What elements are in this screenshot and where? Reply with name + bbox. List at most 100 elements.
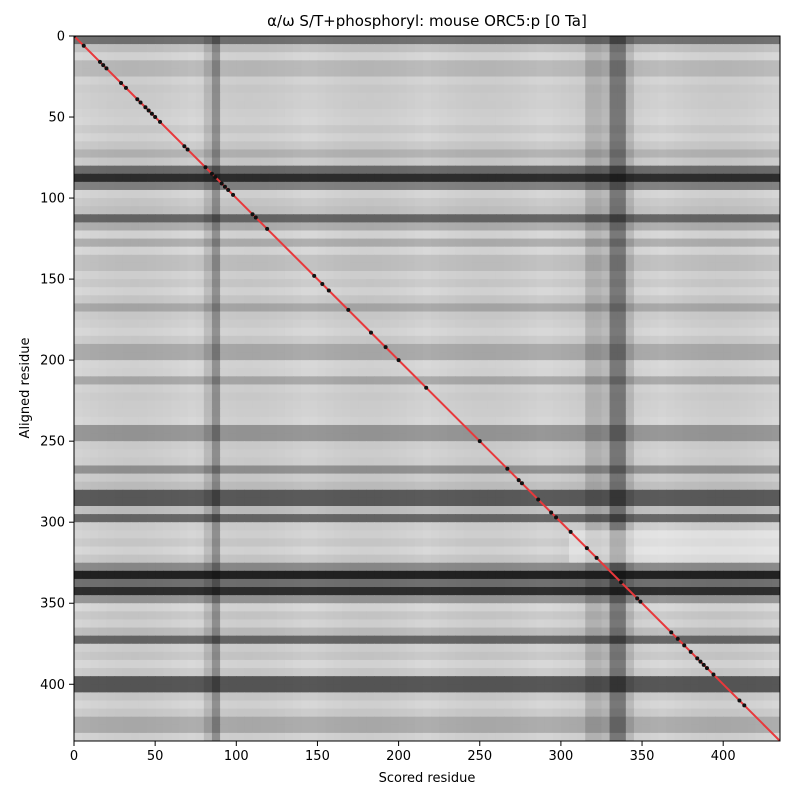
heatmap-cell xyxy=(422,271,432,280)
heatmap-cell xyxy=(398,44,408,53)
heatmap-cell xyxy=(577,92,586,102)
heatmap-cell xyxy=(690,384,700,394)
heatmap-cell xyxy=(487,246,497,256)
heatmap-cell xyxy=(706,198,716,207)
heatmap-cell xyxy=(674,68,684,78)
heatmap-cell xyxy=(536,352,546,361)
heatmap-cell xyxy=(414,222,424,232)
heatmap-cell xyxy=(276,117,286,126)
heatmap-cell xyxy=(698,238,708,248)
heatmap-cell xyxy=(187,36,197,45)
heatmap-cell xyxy=(252,279,262,288)
heatmap-cell xyxy=(398,368,408,377)
heatmap-cell xyxy=(374,36,383,45)
heatmap-cell xyxy=(228,92,237,102)
heatmap-cell xyxy=(577,230,586,240)
heatmap-cell xyxy=(187,230,197,240)
heatmap-cell xyxy=(236,141,246,151)
heatmap-cell xyxy=(90,343,99,353)
heatmap-cell xyxy=(309,181,319,191)
heatmap-cell xyxy=(406,165,416,175)
heatmap-cell xyxy=(487,473,497,483)
heatmap-cell xyxy=(650,465,659,475)
heatmap-cell xyxy=(317,408,327,418)
heatmap-cell xyxy=(236,76,246,86)
heatmap-cell xyxy=(309,303,319,313)
heatmap-cell xyxy=(252,238,262,248)
heatmap-cell xyxy=(406,408,416,418)
heatmap-cell xyxy=(739,100,749,110)
heatmap-cell xyxy=(585,449,594,458)
heatmap-cell xyxy=(98,92,108,102)
heatmap-cell xyxy=(155,408,164,418)
heatmap-cell xyxy=(674,246,684,256)
heatmap-cell xyxy=(406,238,416,248)
heatmap-cell xyxy=(293,44,302,53)
heatmap-cell xyxy=(658,262,667,272)
heatmap-cell xyxy=(463,238,473,248)
heatmap-cell xyxy=(674,473,684,483)
heatmap-cell xyxy=(520,271,530,280)
heatmap-cell xyxy=(682,473,692,483)
heatmap-cell xyxy=(528,246,538,256)
heatmap-cell xyxy=(747,457,757,467)
heatmap-cell xyxy=(309,352,319,361)
heatmap-cell xyxy=(309,392,319,402)
heatmap-cell xyxy=(771,343,780,353)
heatmap-cell xyxy=(374,198,383,207)
heatmap-cell xyxy=(739,254,749,264)
heatmap-cell xyxy=(569,246,578,256)
heatmap-cell xyxy=(268,141,278,151)
heatmap-cell xyxy=(471,311,481,321)
heatmap-cell xyxy=(220,125,229,134)
heatmap-cell xyxy=(747,92,757,102)
heatmap-cell xyxy=(187,465,197,475)
heatmap-cell xyxy=(504,206,513,215)
heatmap-cell xyxy=(577,400,586,410)
heatmap-cell xyxy=(715,189,724,199)
heatmap-cell xyxy=(431,481,440,491)
heatmap-cell xyxy=(211,287,221,296)
heatmap-cell xyxy=(155,449,164,458)
heatmap-cell xyxy=(276,497,286,507)
heatmap-cell xyxy=(520,165,530,175)
heatmap-cell xyxy=(674,181,684,191)
heatmap-cell xyxy=(593,149,603,159)
heatmap-cell xyxy=(577,441,586,450)
heatmap-cell xyxy=(463,36,473,45)
heatmap-cell xyxy=(228,441,237,450)
heatmap-cell xyxy=(439,352,448,361)
heatmap-cell xyxy=(244,311,254,321)
heatmap-cell xyxy=(495,262,505,272)
heatmap-cell xyxy=(642,254,651,264)
heatmap-cell xyxy=(147,84,156,94)
heatmap-cell xyxy=(349,165,359,175)
heatmap-cell xyxy=(284,433,294,442)
heatmap-cell xyxy=(512,92,521,102)
heatmap-cell xyxy=(276,424,286,434)
heatmap-cell xyxy=(771,189,780,199)
heatmap-cell xyxy=(666,489,676,499)
heatmap-cell xyxy=(195,352,205,361)
heatmap-cell xyxy=(301,311,310,321)
heatmap-cell xyxy=(130,433,140,442)
heatmap-cell xyxy=(536,433,546,442)
heatmap-cell xyxy=(674,157,684,167)
heatmap-cell xyxy=(650,44,659,53)
heatmap-cell xyxy=(284,384,294,394)
heatmap-cell xyxy=(763,125,773,134)
heatmap-cell xyxy=(398,311,408,321)
heatmap-cell xyxy=(276,214,286,223)
heatmap-cell xyxy=(674,173,684,183)
heatmap-cell xyxy=(763,222,773,232)
heatmap-cell xyxy=(666,481,676,491)
heatmap-cell xyxy=(374,408,383,418)
heatmap-cell xyxy=(341,497,351,507)
heatmap-cell xyxy=(220,271,229,280)
heatmap-cell xyxy=(398,279,408,288)
heatmap-cell xyxy=(771,481,780,491)
heatmap-cell xyxy=(260,246,270,256)
heatmap-cell xyxy=(658,384,667,394)
heatmap-cell xyxy=(236,92,246,102)
heatmap-cell xyxy=(674,424,684,434)
